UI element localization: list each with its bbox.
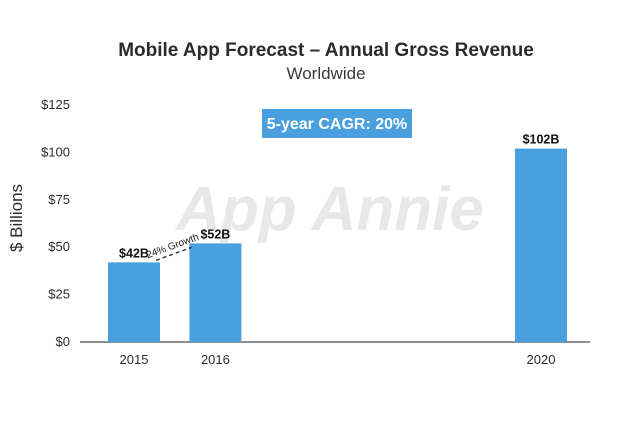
bar-labels: $42B $52B $102B: [119, 133, 559, 261]
bar-2016: [189, 243, 242, 342]
x-tick-label: 2020: [527, 352, 556, 367]
bar-2020: [515, 148, 567, 342]
chart-subtitle: Worldwide: [286, 64, 365, 83]
bars: [108, 148, 567, 342]
watermark-logo: App Annie: [174, 175, 484, 244]
x-tick-label: 2015: [120, 352, 149, 367]
cagr-badge: [262, 109, 412, 138]
growth-connector-line: [155, 246, 192, 262]
x-tick-label: 2016: [201, 352, 230, 367]
bar-2015: [108, 262, 160, 342]
y-tick-label: $50: [48, 239, 70, 254]
y-tick-label: $125: [41, 97, 70, 112]
x-axis-ticks: 2015 2016 2020: [120, 352, 556, 367]
data-label-2020: $102B: [523, 133, 560, 147]
data-label-2016: $52B: [200, 227, 230, 241]
y-tick-label: $25: [48, 287, 70, 302]
cagr-annotation: 5-year CAGR: 20%: [267, 116, 408, 133]
chart-title: Mobile App Forecast – Annual Gross Reven…: [118, 40, 534, 61]
y-axis-label: $ Billions: [7, 184, 26, 252]
y-axis-ticks: $0 $25 $50 $75 $100 $125: [41, 97, 70, 349]
y-tick-label: $0: [56, 334, 70, 349]
data-label-2015: $42B: [119, 246, 149, 260]
y-tick-label: $100: [41, 144, 70, 159]
y-tick-label: $75: [48, 192, 70, 207]
